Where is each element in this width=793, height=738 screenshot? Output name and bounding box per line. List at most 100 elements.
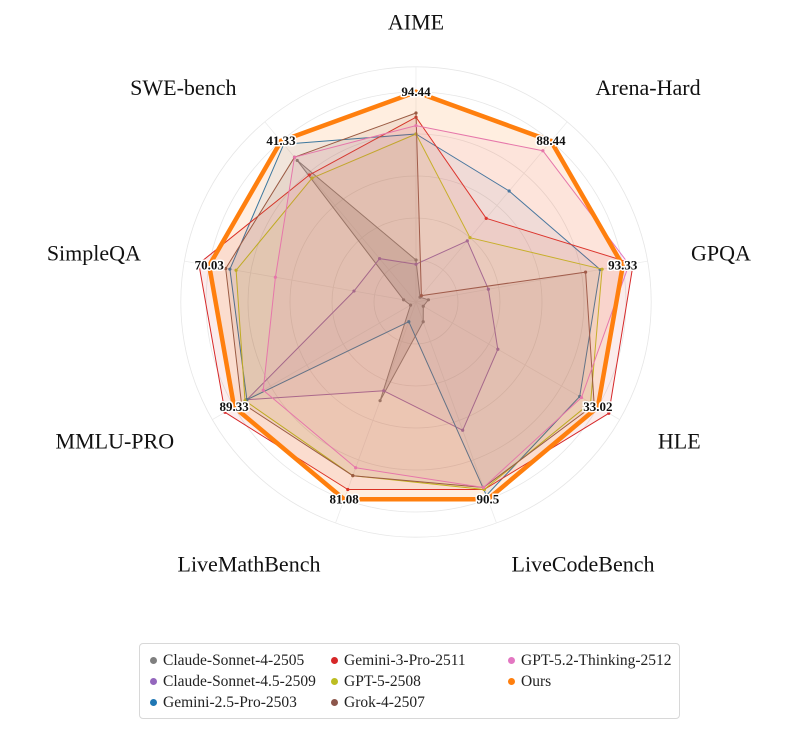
series-8-point-6 xyxy=(341,496,347,502)
series-3-point-6 xyxy=(407,320,411,324)
max-value-label-3: 93.33 xyxy=(608,258,638,273)
legend-label: Ours xyxy=(521,672,552,690)
series-5-point-4 xyxy=(588,401,593,405)
series-2-point-8 xyxy=(352,289,356,293)
series-7-point-8 xyxy=(273,275,277,279)
series-7-point-6 xyxy=(354,466,358,470)
series-6-point-7 xyxy=(239,401,244,405)
max-value-label-1: 94.44 xyxy=(401,84,431,99)
series-8-area xyxy=(206,89,626,502)
series-8-point-4 xyxy=(595,404,601,410)
legend-item-1: Claude-Sonnet-4-2505 xyxy=(148,650,329,671)
legend-label: Grok-4-2507 xyxy=(344,693,425,711)
series-1-point-7 xyxy=(408,303,413,307)
legend-label: GPT-5-2508 xyxy=(344,672,421,690)
legend-item-4: Gemini-3-Pro-2511 xyxy=(329,650,506,671)
legend-marker xyxy=(150,657,157,664)
series-4-point-6 xyxy=(346,487,350,492)
series-5-point-7 xyxy=(243,399,247,403)
series-7-point-4 xyxy=(579,395,584,400)
series-7-point-1 xyxy=(414,124,418,128)
legend-label: Claude-Sonnet-4-2505 xyxy=(163,651,305,669)
max-value-label-7: 89.33 xyxy=(220,399,250,414)
series-3-area xyxy=(229,133,601,496)
grid-spoke-8 xyxy=(184,260,417,303)
series-7-area xyxy=(262,125,630,488)
max-value-label-5: 90.5 xyxy=(476,491,499,506)
series-1-point-3 xyxy=(426,298,431,302)
series-4-point-3 xyxy=(631,262,635,266)
max-value-label-4: 33.02 xyxy=(583,399,612,414)
series-4-point-8 xyxy=(197,262,201,266)
series-8-point-3 xyxy=(620,263,626,269)
series-5-area xyxy=(235,133,603,490)
series-1-point-5 xyxy=(421,320,425,324)
series-2-point-1 xyxy=(414,262,418,266)
series-2-area xyxy=(246,240,499,431)
max-value-label-8: 70.03 xyxy=(195,258,225,273)
series-4-point-9 xyxy=(307,173,311,177)
grid-spoke-3 xyxy=(415,260,648,303)
series-2-point-4 xyxy=(496,347,500,351)
series-8-point-7 xyxy=(231,404,237,410)
chart-legend: Claude-Sonnet-4-2505 Claude-Sonnet-4.5-25… xyxy=(139,643,680,719)
series-8-point-1 xyxy=(413,89,419,95)
series-6-area xyxy=(225,112,595,488)
series-6-point-1 xyxy=(414,111,418,115)
legend-marker xyxy=(150,678,157,685)
series-4-point-2 xyxy=(484,216,488,220)
axis-label-5: LiveCodeBench xyxy=(512,551,655,576)
series-2-point-2 xyxy=(465,239,469,243)
legend-marker xyxy=(331,657,338,664)
series-3-point-9 xyxy=(282,142,286,146)
series-6-point-6 xyxy=(351,474,355,478)
series-4-area xyxy=(198,116,634,490)
max-value-label-9: 41.33 xyxy=(266,133,296,148)
series-8-point-8 xyxy=(206,263,212,269)
series-6-point-2 xyxy=(419,293,423,298)
series-1-point-4 xyxy=(421,304,425,308)
radar-series xyxy=(197,89,635,502)
series-4-point-7 xyxy=(223,410,227,414)
legend-item-5: GPT-5-2508 xyxy=(329,671,506,692)
grid-spoke-4 xyxy=(415,301,620,420)
axis-label-2: Arena-Hard xyxy=(596,75,701,100)
legend-marker xyxy=(508,678,515,685)
axis-label-4: HLE xyxy=(658,429,701,454)
series-2-point-5 xyxy=(461,428,465,432)
legend-item-3: Gemini-2.5-Pro-2503 xyxy=(148,692,329,713)
grid-spoke-9 xyxy=(264,121,417,303)
series-1-point-6 xyxy=(378,399,382,403)
legend-label: GPT-5.2-Thinking-2512 xyxy=(521,651,672,669)
legend-item-2: Claude-Sonnet-4.5-2509 xyxy=(148,671,329,692)
legend-label: Gemini-2.5-Pro-2503 xyxy=(163,693,297,711)
max-value-label-6: 81.08 xyxy=(330,491,360,506)
axis-label-7: MMLU-PRO xyxy=(56,429,175,454)
series-6-point-8 xyxy=(224,266,228,271)
axis-label-8: SimpleQA xyxy=(47,241,141,266)
series-3-point-2 xyxy=(507,189,511,193)
series-3-point-5 xyxy=(484,493,488,497)
series-2-point-6 xyxy=(382,389,386,393)
series-6-point-4 xyxy=(592,403,596,407)
series-5-point-9 xyxy=(310,176,314,180)
series-7-point-3 xyxy=(627,262,631,267)
series-6-point-3 xyxy=(583,270,588,274)
series-5-point-8 xyxy=(234,268,238,272)
legend-marker xyxy=(150,699,157,706)
axis-label-9: SWE-bench xyxy=(130,75,236,100)
axis-label-6: LiveMathBench xyxy=(178,551,321,576)
legend-marker xyxy=(331,699,338,706)
series-5-point-3 xyxy=(600,267,604,271)
axis-label-1: AIME xyxy=(388,10,444,35)
series-7-point-9 xyxy=(292,155,297,159)
series-7-point-2 xyxy=(541,149,545,153)
series-7-point-5 xyxy=(481,485,486,490)
series-8-point-2 xyxy=(548,138,554,144)
series-4-point-4 xyxy=(607,411,611,415)
series-2-point-9 xyxy=(377,256,382,261)
legend-item-8: Ours xyxy=(506,671,676,692)
grid-spoke-6 xyxy=(335,301,417,524)
series-1-point-8 xyxy=(401,298,406,302)
legend-marker xyxy=(331,678,338,685)
